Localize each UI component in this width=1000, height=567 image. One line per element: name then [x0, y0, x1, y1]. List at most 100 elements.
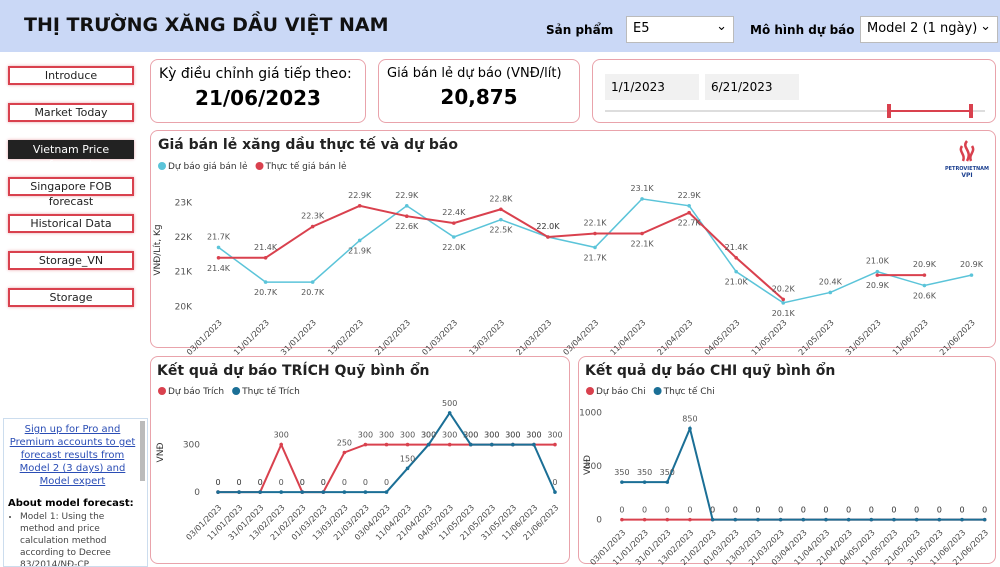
x-tick-label: 01/03/2023 [420, 318, 459, 357]
data-label: 22.8K [489, 194, 513, 203]
slider-handle[interactable] [887, 104, 891, 118]
data-label: 0 [914, 506, 919, 515]
data-label: 0 [801, 506, 806, 515]
point [279, 490, 284, 494]
nav-button[interactable]: Vietnam Price forecast [8, 140, 134, 171]
point [300, 490, 305, 494]
y-tick-label: 0 [194, 488, 200, 498]
data-label: 0 [891, 506, 896, 515]
point [875, 269, 880, 274]
data-label: 21.4K [207, 264, 231, 273]
date-slicer: 1/1/2023 6/21/2023 [592, 59, 996, 123]
point [499, 217, 503, 222]
start-date[interactable]: 1/1/2023 [605, 74, 699, 100]
slider-handle[interactable] [969, 104, 973, 118]
slider-track [605, 110, 985, 112]
data-label: 20.1K [772, 309, 796, 318]
signup-link[interactable]: Sign up for Pro and Premium accounts to … [9, 424, 136, 487]
series-line [218, 198, 972, 304]
nav-button[interactable]: Storage_VN [8, 251, 134, 270]
data-label: 350 [614, 468, 629, 477]
data-label: 300 [379, 431, 394, 440]
data-label: 300 [442, 431, 457, 440]
point [734, 269, 738, 274]
end-date[interactable]: 6/21/2023 [705, 74, 799, 100]
legend-label: Dự báo giá bán lẻ [168, 161, 248, 172]
legend-label: Thực tế Chi [663, 386, 715, 397]
point [937, 517, 942, 522]
point [665, 480, 670, 484]
x-tick-label: 11/01/2023 [232, 318, 271, 357]
y-axis-label: VNĐ [583, 455, 593, 475]
data-label: 0 [300, 478, 305, 487]
data-label: 0 [642, 506, 647, 515]
data-label: 22.0K [442, 243, 466, 252]
nav-button[interactable]: Historical Data [8, 214, 134, 233]
point [846, 517, 851, 522]
y-tick-label: 22K [175, 233, 193, 243]
data-label: 0 [552, 478, 557, 487]
legend-swatch [158, 387, 166, 395]
data-label: 0 [982, 506, 987, 515]
data-label: 300 [463, 431, 478, 440]
y-tick-label: 20K [175, 302, 193, 312]
nav-button[interactable]: Introduce [8, 66, 134, 85]
point [499, 207, 503, 212]
data-label: 20.9K [913, 260, 937, 269]
model-dropdown[interactable]: Model 2 (1 ngày) ⌄ [860, 16, 998, 43]
data-label: 0 [258, 478, 263, 487]
data-label: 0 [869, 506, 874, 515]
data-label: 20.6K [913, 292, 937, 301]
point [363, 442, 368, 447]
point [546, 235, 550, 239]
product-dropdown[interactable]: E5 ⌄ [626, 16, 734, 43]
data-label: 0 [801, 506, 806, 515]
point [875, 273, 880, 277]
nav-button[interactable]: Singapore FOB forecast [8, 177, 134, 208]
chart-panel [578, 356, 996, 564]
legend-swatch [158, 162, 166, 170]
point [404, 214, 409, 218]
data-label: 0 [384, 478, 389, 487]
y-axis-label: VNĐ [156, 443, 166, 463]
data-label: 300 [358, 431, 373, 440]
nav-button[interactable]: Market Today [8, 103, 134, 122]
data-label: 23.1K [631, 184, 655, 193]
data-label: 0 [258, 478, 263, 487]
data-label: 0 [891, 506, 896, 515]
point [688, 517, 692, 522]
data-label: 0 [982, 506, 987, 515]
x-tick-label: 11/05/2023 [750, 318, 789, 357]
data-label: 350 [637, 468, 652, 477]
data-label: 21.0K [866, 257, 890, 266]
x-tick-label: 21/05/2023 [797, 318, 836, 357]
y-tick-label: 300 [183, 441, 200, 451]
data-label: 300 [526, 431, 541, 440]
chart-panel [150, 130, 996, 348]
point [405, 466, 410, 471]
point [357, 204, 362, 208]
x-tick-label: 11/06/2023 [891, 318, 930, 357]
point [687, 210, 691, 215]
y-tick-label: 500 [585, 462, 602, 472]
data-label: 0 [321, 478, 326, 487]
card: Giá bán lẻ dự báo (VNĐ/lít) 20,875 [378, 59, 580, 123]
y-tick-label: 23K [175, 198, 193, 208]
start-date-text: 1/1/2023 [611, 80, 665, 94]
point [665, 517, 670, 522]
point [468, 442, 473, 447]
data-label: 21.4K [725, 243, 749, 252]
point [642, 517, 647, 522]
legend-swatch [232, 387, 241, 395]
data-label: 0 [959, 506, 964, 515]
data-label: 0 [687, 506, 692, 515]
data-label: 0 [937, 506, 942, 515]
data-label: 0 [342, 478, 347, 487]
data-label: 0 [710, 506, 715, 515]
data-label: 0 [237, 478, 242, 487]
data-label: 850 [682, 415, 697, 424]
data-label: 0 [279, 478, 284, 487]
point [342, 490, 347, 494]
nav-button[interactable]: Storage [8, 288, 134, 307]
end-date-text: 6/21/2023 [711, 80, 773, 94]
